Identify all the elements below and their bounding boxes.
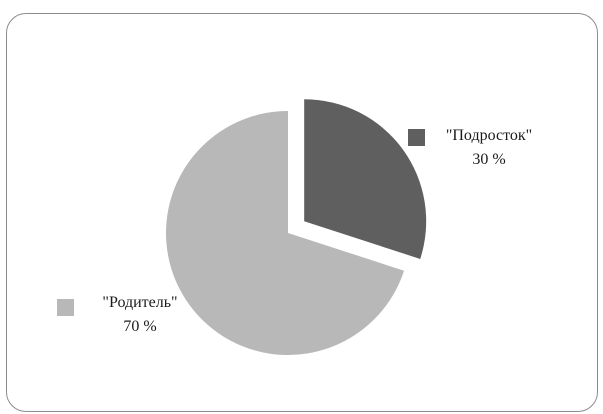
- pie-labels: "Подросток" 30 % "Родитель" 70 %: [57, 127, 532, 335]
- pie-slices: [166, 99, 427, 355]
- label-marker-0: [408, 129, 425, 146]
- slice-value-label-1: 70 %: [123, 318, 156, 335]
- slice-category-label-1: "Родитель": [102, 294, 177, 311]
- slice-value-label-0: 30 %: [472, 151, 505, 168]
- pie-slice-roditel: [166, 111, 405, 355]
- slice-category-label-0: "Подросток": [446, 127, 532, 144]
- label-marker-1: [57, 299, 74, 316]
- pie-slice-podrostok: [304, 99, 427, 259]
